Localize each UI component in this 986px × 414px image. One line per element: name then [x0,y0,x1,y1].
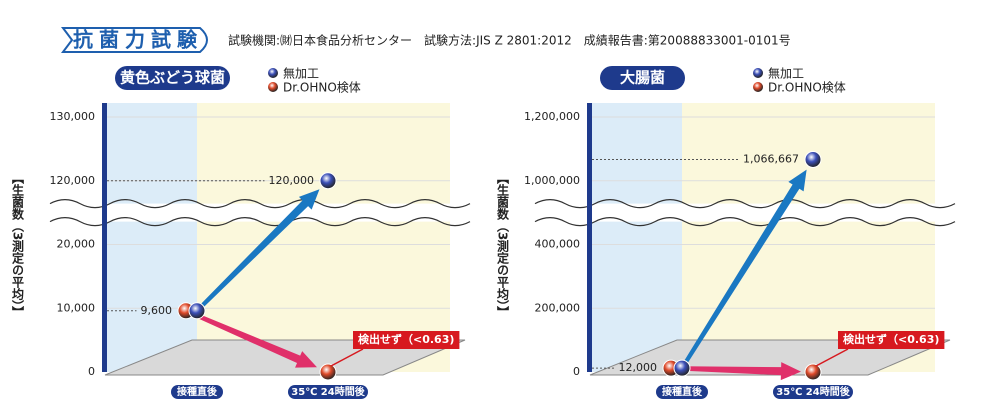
value-label: 検出せず（<0.63) [358,332,454,346]
y-tick-label: 20,000 [57,238,96,251]
category-pill [288,385,368,399]
value-label: 12,000 [619,361,658,374]
y-tick-label: 0 [573,365,580,378]
y-tick-label: 10,000 [57,301,96,314]
legend-label: 無加工 [768,66,804,81]
data-point [319,363,337,381]
y-tick-label: 130,000 [50,110,96,123]
axis-break-band [50,203,450,222]
y-tick-label: 1,000,000 [524,174,580,187]
chart-title: 黄色ぶどう球菌 [120,69,225,87]
legend-label: Dr.OHNO検体 [768,81,846,95]
chart-title: 大腸菌 [620,69,665,87]
trend-arrow [680,169,807,370]
y-axis [102,103,107,372]
value-label-box [838,330,945,349]
value-label-leader [330,348,364,367]
y-tick-label: 200,000 [535,301,581,314]
axis-break-line [534,199,956,209]
value-label: 9,600 [141,304,173,317]
category-pill [773,385,853,399]
x-tick-label: 35℃ 24時間後 [776,385,850,398]
plot-bg-after [197,103,450,372]
chart-title-pill [600,66,685,90]
trend-arrow [195,189,320,313]
chart-title-pill [115,66,230,90]
data-point [188,302,206,320]
category-pill [656,385,708,399]
x-tick-label: 35℃ 24時間後 [291,385,365,398]
title-badge [61,27,208,53]
legend-swatch [753,68,763,78]
plot-bg-after [682,103,935,372]
plot-bg-before [590,103,682,372]
y-axis-label: 【生菌数（3測定の平均）】 [11,172,25,318]
axis-break-line [534,217,956,227]
test-info: 試験機関:㈶日本食品分析センター 試験方法:JIS Z 2801:2012 成績… [228,33,791,48]
y-tick-label: 120,000 [50,174,96,187]
value-label: 1,066,667 [743,152,799,165]
axis-break-line [49,199,471,209]
value-label: 検出せず（<0.63) [843,332,939,346]
x-tick-label: 接種直後 [177,385,218,398]
legend-swatch [753,82,763,92]
axis-break-band [535,203,935,222]
data-point [804,363,822,381]
category-pill [171,385,223,399]
y-axis-label: 【生菌数（3測定の平均）】 [496,172,510,318]
plot-bg-before [105,103,197,372]
data-point [673,359,691,377]
legend-label: Dr.OHNO検体 [283,81,361,95]
legend-swatch [268,82,278,92]
trend-arrow [185,308,317,368]
legend-label: 無加工 [283,66,319,81]
y-tick-label: 0 [88,365,95,378]
trend-arrow [670,362,802,381]
legend-swatch [268,68,278,78]
x-tick-label: 接種直後 [662,385,703,398]
value-label-leader [815,348,849,367]
page-title: 抗菌力試験 [73,28,203,52]
data-point [319,172,337,190]
value-label-box [353,330,460,349]
axis-break-line [49,217,471,227]
y-tick-label: 1,200,000 [524,110,580,123]
data-point [804,150,822,168]
y-tick-label: 400,000 [535,238,581,251]
value-label: 120,000 [269,174,315,187]
y-axis [587,103,592,372]
